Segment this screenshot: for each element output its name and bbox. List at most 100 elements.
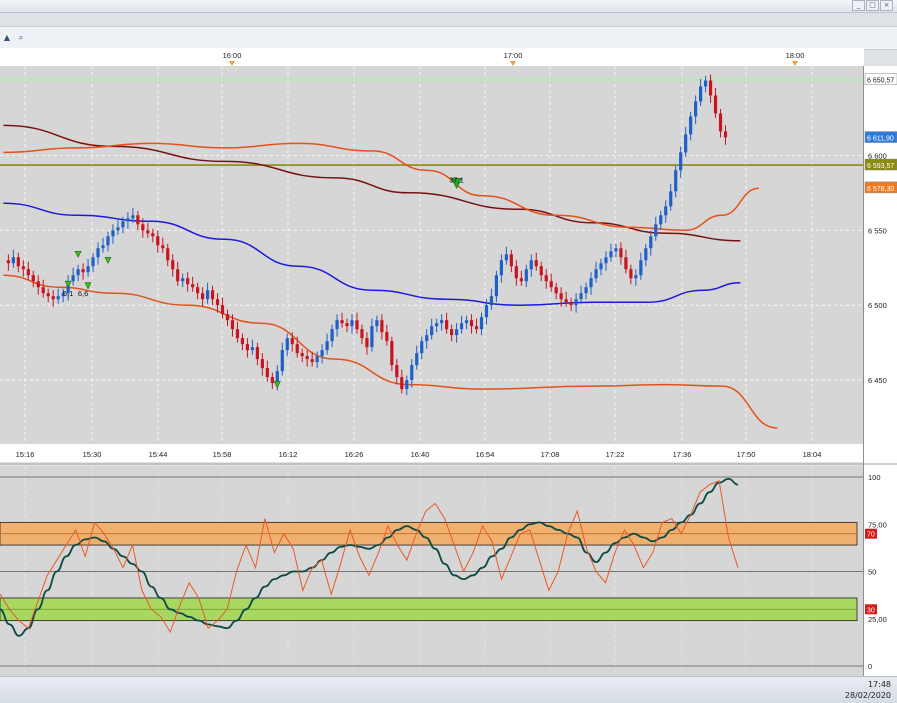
annotation-label: 6,6 — [78, 289, 88, 298]
bull-candle — [589, 278, 593, 288]
bull-candle — [634, 275, 638, 279]
y-tick-label: 6 550 — [868, 226, 887, 235]
bull-candle — [76, 269, 80, 276]
price-tag-label: 6 650,57 — [867, 78, 894, 85]
bear-candle — [624, 257, 628, 270]
bull-candle — [410, 365, 414, 381]
trading-chart[interactable]: 16:00 17:00 18:00 15:16 15:30 15:44 15:58 16:12… — [0, 48, 897, 676]
bear-candle — [708, 80, 713, 96]
bear-candle — [514, 266, 518, 279]
bear-candle — [395, 365, 399, 378]
bear-candle — [365, 338, 369, 348]
bear-candle — [400, 377, 404, 390]
bear-candle — [564, 299, 568, 303]
bear-candle — [166, 248, 170, 261]
bear-candle — [146, 230, 150, 234]
bull-candle — [440, 320, 444, 324]
window-controls: _ □ × — [852, 0, 893, 11]
bear-candle — [36, 281, 40, 288]
bear-candle — [355, 320, 359, 330]
bull-candle — [494, 275, 499, 297]
bear-candle — [519, 278, 523, 282]
bull-candle — [689, 116, 693, 135]
bull-candle — [649, 236, 653, 249]
bull-candle — [101, 245, 105, 249]
orange-lower-band — [3, 274, 778, 429]
bear-candle — [549, 281, 553, 288]
x-tick-label: 18:04 — [803, 450, 822, 459]
bear-candle — [171, 260, 175, 270]
maximize-button[interactable]: □ — [866, 0, 879, 11]
bull-candle — [415, 353, 419, 366]
bull-candle — [275, 371, 279, 384]
bull-candle — [285, 338, 289, 351]
price-tag-label: 6 593,57 — [867, 163, 894, 170]
x-tick-label: 17:36 — [673, 450, 692, 459]
title-bar: _ □ × — [0, 0, 897, 13]
close-button[interactable]: × — [880, 0, 893, 11]
signals-layer: 37,1 5,1 6,6 — [63, 175, 464, 389]
top-time-label: 18:00 — [786, 51, 805, 60]
osc-tick-label: 75,00 — [868, 520, 887, 529]
price-tag-label: 6 611,90 — [867, 136, 894, 143]
y-tick-label: 6 600 — [868, 151, 887, 160]
bull-candle — [454, 329, 459, 336]
bull-candle — [11, 257, 15, 264]
signal-arrow-icon — [104, 256, 112, 264]
signal-arrow-icon — [273, 381, 281, 389]
osc-level-tag — [865, 528, 877, 539]
bear-candle — [161, 245, 165, 249]
status-bar: 17:48 28/02/2020 — [0, 676, 897, 703]
bull-candle — [96, 248, 100, 258]
axis-labels-layer: 16:00 17:00 18:00 15:16 15:30 15:44 15:58 16:12… — [16, 51, 897, 671]
bear-candle — [191, 284, 195, 288]
large-signal-arrow-icon — [451, 178, 463, 190]
bull-candle — [315, 356, 319, 363]
bear-candle — [46, 293, 50, 297]
bull-candle — [250, 347, 254, 351]
top-axis-strip — [0, 48, 864, 66]
bull-candle — [699, 86, 703, 102]
price-tag — [864, 158, 897, 171]
bear-candle — [260, 359, 264, 369]
price-tag — [864, 73, 897, 85]
bear-candle — [619, 248, 623, 258]
chart-toolbar: ▲ ⌕ — [0, 26, 897, 50]
bull-candle — [529, 260, 533, 270]
bull-candle — [464, 320, 469, 324]
x-tick-label: 15:44 — [149, 450, 168, 459]
bear-candle — [310, 359, 314, 363]
bear-candle — [215, 299, 220, 306]
bull-candle — [280, 350, 284, 372]
bear-candle — [360, 329, 364, 339]
bear-candle — [450, 329, 454, 336]
bear-candle — [385, 332, 389, 342]
bear-candle — [390, 341, 394, 366]
price-panel-bg — [0, 66, 864, 444]
price-tag — [864, 131, 897, 143]
bear-candle — [210, 290, 215, 300]
signal-arrow-icon — [64, 280, 72, 288]
bull-candle — [350, 320, 354, 327]
zoom-icon[interactable]: ⌕ — [18, 33, 24, 42]
bear-candle — [534, 260, 538, 267]
bull-candle — [181, 278, 185, 282]
bear-candle — [255, 347, 259, 360]
minimize-button[interactable]: _ — [852, 0, 865, 11]
bear-candle — [509, 254, 513, 267]
bull-candle — [116, 227, 120, 231]
bear-candle — [718, 113, 723, 132]
x-tick-label: 17:22 — [606, 450, 625, 459]
bull-candle — [126, 218, 130, 222]
bull-candle — [61, 293, 65, 297]
bull-candle — [684, 134, 688, 153]
bull-candle — [420, 341, 424, 354]
bull-candle — [669, 191, 673, 207]
top-time-label: 16:00 — [223, 51, 242, 60]
bull-candle — [614, 248, 618, 252]
chart-tool-icon[interactable]: ▲ — [3, 33, 11, 42]
bull-candle — [599, 263, 603, 270]
y-tick-label: 6 500 — [868, 301, 887, 310]
x-tick-label: 16:54 — [476, 450, 495, 459]
clock-date: 28/02/2020 — [844, 691, 891, 700]
